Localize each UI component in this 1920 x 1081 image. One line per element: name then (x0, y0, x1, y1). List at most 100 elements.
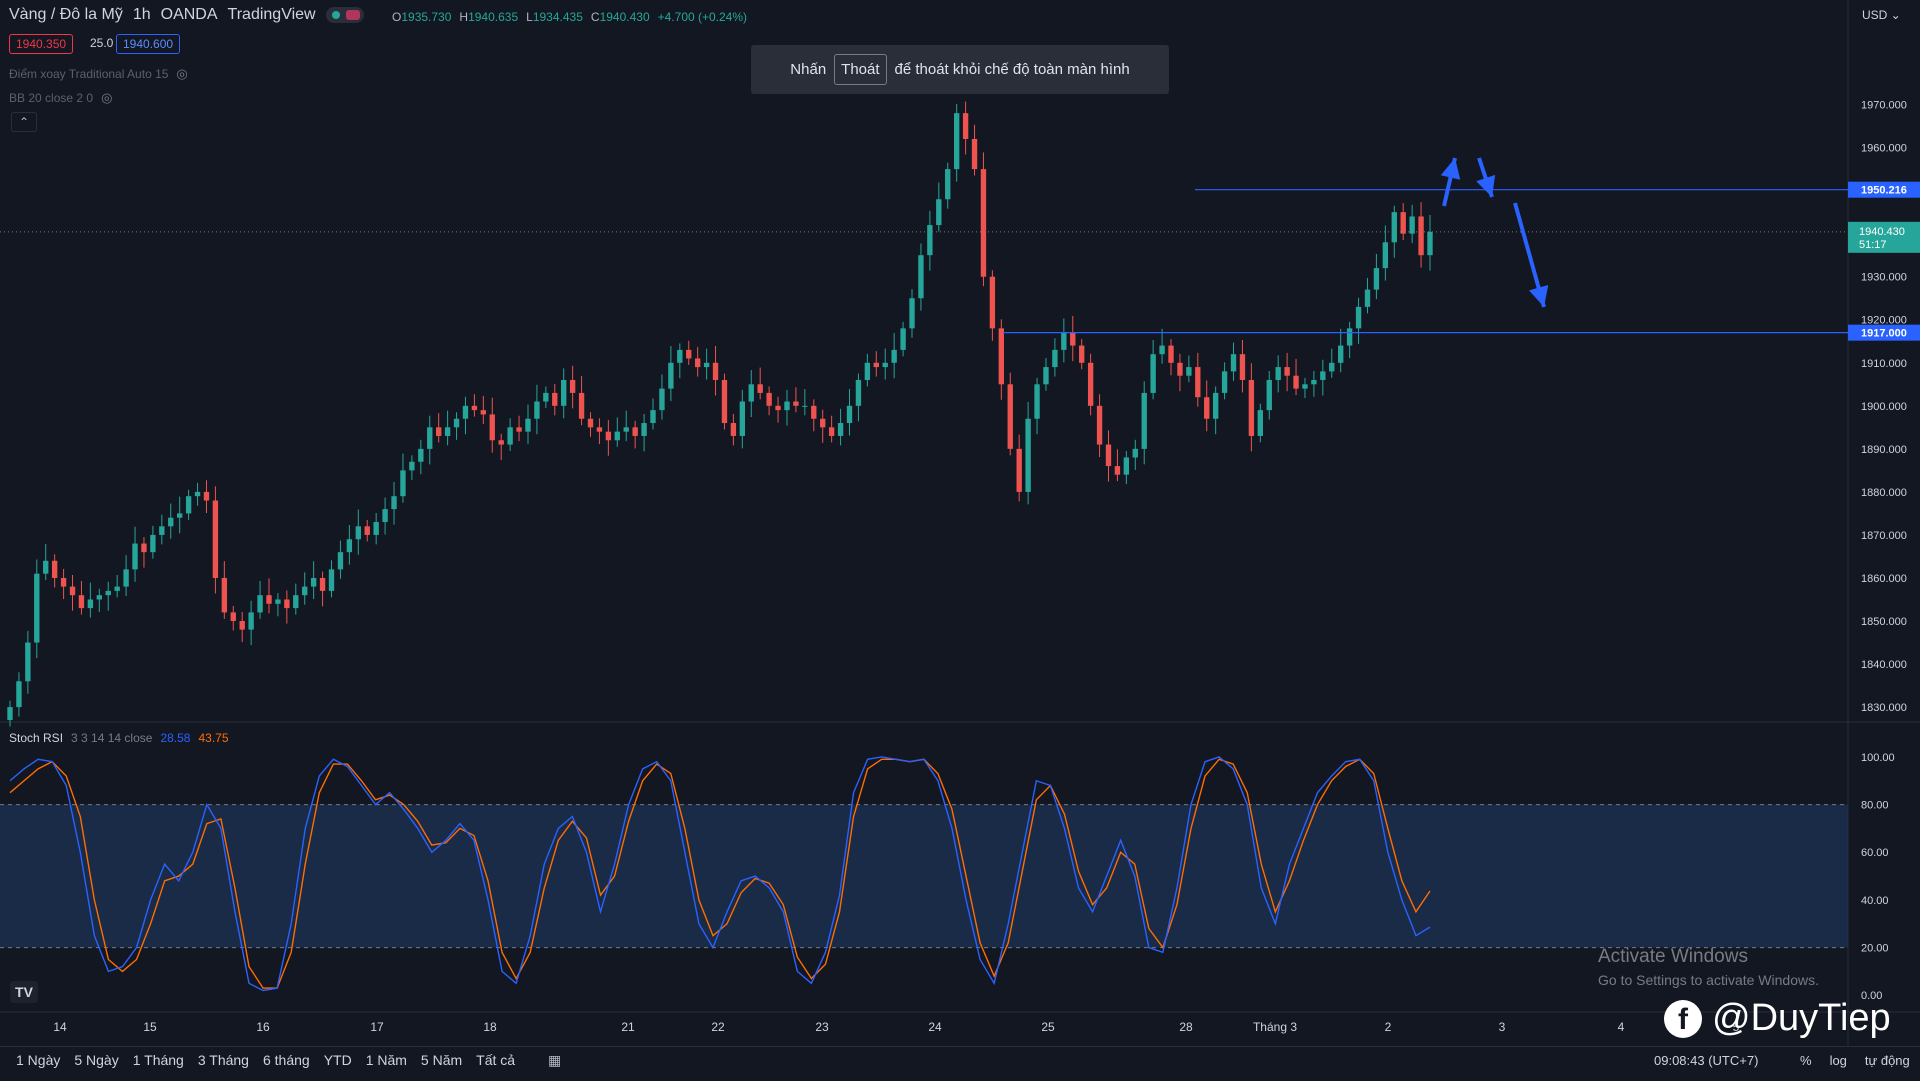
candle-body (1266, 380, 1272, 411)
price-tick-label: 1900.000 (1861, 401, 1907, 413)
candle-body (721, 380, 728, 424)
candle-body (1230, 354, 1237, 372)
escape-key-hint[interactable]: Thoát (834, 54, 887, 85)
range-1m[interactable]: 1 Tháng (132, 1052, 184, 1068)
candle-body (87, 599, 94, 609)
buy-price-button[interactable]: 1940.600 (116, 34, 181, 54)
candle-body (266, 595, 272, 604)
candle-body (248, 612, 254, 630)
tradingview-logo-icon[interactable]: TV (10, 981, 38, 1003)
candle-body (400, 470, 406, 497)
candle-body (453, 418, 460, 428)
clock[interactable]: 09:08:43 (UTC+7) (1654, 1053, 1759, 1068)
symbol-name[interactable]: Vàng / Đô la Mỹ (9, 6, 123, 23)
candle-body (1382, 242, 1389, 269)
arrow-up-head (1440, 158, 1461, 180)
candle-body (1293, 375, 1299, 389)
symbol-header: Vàng / Đô la Mỹ 1h OANDA TradingView (9, 6, 364, 24)
scale-options: % log tự động (1800, 1053, 1910, 1068)
social-handle: @DuyTiep (1712, 997, 1891, 1039)
candle-body (1338, 345, 1344, 363)
candle-body (1346, 328, 1353, 346)
time-tick-label: 3 (1499, 1020, 1506, 1034)
range-1d[interactable]: 1 Ngày (16, 1052, 61, 1068)
candle-body (409, 461, 415, 471)
candle-body (855, 380, 862, 406)
log-toggle[interactable]: log (1829, 1053, 1847, 1068)
time-tick-label: 5 (1733, 1020, 1740, 1034)
currency-selector[interactable]: USD ⌄ (1862, 8, 1901, 22)
collapse-legend-button[interactable]: ⌃ (11, 112, 37, 132)
candles (7, 101, 1433, 727)
candle-body (418, 448, 424, 462)
goto-date-icon[interactable]: ▦ (548, 1052, 562, 1068)
candle-body (391, 496, 397, 510)
candle-body (1239, 354, 1246, 380)
range-5d[interactable]: 5 Ngày (74, 1052, 119, 1068)
candle-body (489, 414, 495, 441)
ohlc-readout: O1935.730 H1940.635 L1934.435 C1940.430 … (392, 10, 748, 24)
candle-body (1096, 405, 1103, 445)
auto-toggle[interactable]: tự động (1864, 1053, 1910, 1068)
sell-price-button[interactable]: 1940.350 (9, 34, 74, 54)
candle-body (150, 534, 156, 553)
candle-body (989, 276, 996, 329)
range-6m[interactable]: 6 tháng (262, 1052, 310, 1068)
hidden-eye-icon[interactable]: ◎ (101, 90, 113, 105)
candle-body (114, 586, 120, 591)
candle-body (1159, 345, 1165, 355)
candle-body (203, 491, 210, 501)
time-tick-label: 28 (1179, 1020, 1193, 1034)
candle-body (1025, 418, 1031, 492)
candle-body (927, 225, 933, 256)
candle-body (659, 388, 665, 411)
candle-body (953, 113, 960, 170)
stoch-legend[interactable]: Stoch RSI 3 3 14 14 close 28.58 43.75 (9, 731, 229, 745)
candle-body (650, 410, 656, 424)
candle-body (60, 577, 67, 587)
candle-body (962, 113, 969, 139)
stoch-tick-label: 40.00 (1861, 895, 1889, 907)
candle-body (1079, 345, 1085, 363)
candle-body (221, 577, 228, 613)
interval[interactable]: 1h (132, 6, 151, 23)
range-ytd[interactable]: YTD (323, 1052, 352, 1068)
candle-body (668, 362, 674, 389)
candle-body (900, 328, 906, 350)
candle-body (471, 405, 478, 411)
level-price-tag (1848, 324, 1920, 341)
candle-body (1248, 380, 1255, 436)
candle-body (569, 380, 576, 393)
candle-body (69, 586, 76, 596)
hidden-eye-icon[interactable]: ◎ (176, 66, 188, 81)
indicator-bb[interactable]: BB 20 close 2 0 ◎ (9, 90, 113, 105)
candle-body (837, 423, 844, 436)
candle-body (980, 169, 987, 277)
range-5y[interactable]: 5 Năm (420, 1052, 463, 1068)
stoch-d-value: 43.75 (198, 731, 229, 745)
time-tick-label: 15 (143, 1020, 157, 1034)
percent-toggle[interactable]: % (1800, 1053, 1812, 1068)
indicator-pivot[interactable]: Điểm xoay Traditional Auto 15 ◎ (9, 66, 188, 81)
candle-body (1409, 216, 1415, 234)
candle-body (382, 509, 388, 523)
facebook-icon: f (1664, 999, 1702, 1038)
candle-body (748, 384, 754, 402)
price-tick-label: 1850.000 (1861, 616, 1907, 628)
candle-body (1221, 371, 1228, 393)
range-selector: 1 Ngày 5 Ngày 1 Tháng 3 Tháng 6 tháng YT… (16, 1052, 515, 1068)
candle-body (1168, 345, 1174, 363)
candle-body (1311, 380, 1317, 385)
change-value: +4.700 (+0.24%) (657, 10, 748, 24)
price-tick-label: 1960.000 (1861, 143, 1907, 155)
candle-body (793, 401, 799, 406)
candle-body (105, 590, 111, 596)
range-1y[interactable]: 1 Năm (365, 1052, 407, 1068)
candle-body (971, 138, 978, 170)
range-all[interactable]: Tất cả (476, 1052, 516, 1068)
candle-body (1320, 371, 1326, 380)
range-3m[interactable]: 3 Tháng (197, 1052, 249, 1068)
market-status-icon[interactable] (325, 7, 364, 23)
candle-body (1132, 448, 1138, 458)
